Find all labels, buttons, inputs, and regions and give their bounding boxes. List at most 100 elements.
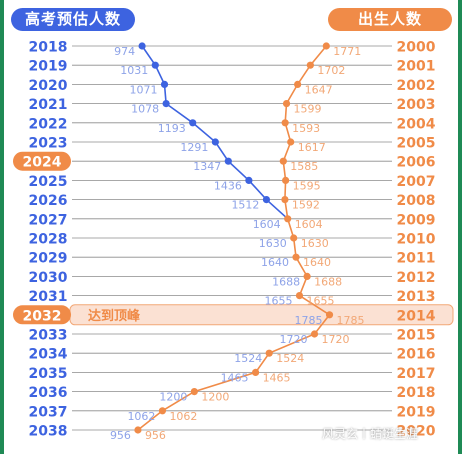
left-year-tick-label: 2018 [29, 40, 68, 56]
right-year-tick-label: 2017 [397, 366, 436, 382]
left-year-tick-label: 2032 [23, 308, 62, 324]
exam-data-label: 1720 [280, 333, 308, 346]
right-year-tick-label: 2010 [397, 232, 436, 248]
exam-data-label: 956 [110, 429, 131, 442]
exam-data-point [211, 138, 219, 146]
birth-data-label: 1720 [322, 333, 350, 346]
left-year-tick-label: 2035 [29, 366, 68, 382]
exam-data-point [138, 42, 146, 50]
right-year-tick-label: 2016 [397, 347, 436, 363]
exam-data-label: 974 [114, 45, 135, 58]
birth-data-label: 1592 [292, 199, 320, 212]
right-year-tick-label: 2011 [397, 251, 436, 267]
left-year-tick-label: 2020 [29, 78, 68, 94]
birth-data-label: 1785 [337, 314, 365, 327]
left-year-tick-label: 2019 [29, 59, 68, 75]
exam-data-label: 1524 [234, 352, 262, 365]
exam-data-point [162, 100, 170, 108]
birth-data-point [290, 234, 298, 242]
birth-data-point [281, 119, 289, 127]
right-year-tick-label: 2019 [397, 404, 436, 420]
left-year-tick-label: 2031 [29, 289, 68, 305]
birth-data-label: 1655 [306, 295, 334, 308]
birth-data-label: 1595 [293, 179, 321, 192]
right-year-tick-label: 2007 [397, 174, 436, 190]
right-year-tick-label: 2009 [397, 212, 436, 228]
left-year-tick-label: 2023 [29, 136, 68, 152]
left-year-tick-label: 2028 [29, 232, 68, 248]
left-year-tick-label: 2026 [29, 193, 68, 209]
left-year-tick-label: 2034 [29, 347, 68, 363]
birth-data-point [282, 176, 290, 184]
exam-series-line [141, 45, 289, 220]
right-year-tick-label: 2002 [397, 78, 436, 94]
right-year-tick-label: 2001 [397, 59, 436, 75]
right-year-tick-label: 2015 [397, 328, 436, 344]
birth-data-point [284, 215, 292, 223]
peak-label: 达到顶峰 [88, 308, 141, 324]
birth-data-point [158, 407, 167, 415]
birth-data-point [310, 330, 319, 338]
birth-count-title: 出生人数 [328, 8, 452, 31]
right-year-tick-label: 2018 [397, 385, 436, 401]
birth-data-point [295, 292, 304, 300]
exam-data-point [151, 61, 159, 69]
right-year-tick-label: 2012 [397, 270, 436, 286]
left-year-tick-label: 2024 [23, 155, 62, 171]
birth-data-label: 1647 [305, 83, 333, 96]
birth-data-label: 1585 [290, 160, 318, 173]
birth-data-point [265, 349, 273, 357]
exam-data-point [189, 119, 197, 127]
exam-data-label: 1193 [158, 122, 186, 135]
birth-data-point [292, 253, 300, 261]
exam-data-label: 1630 [259, 237, 287, 250]
exam-data-label: 1465 [221, 371, 249, 384]
birth-data-label: 1688 [314, 275, 342, 288]
birth-data-point [134, 426, 142, 434]
left-year-tick-label: 2027 [29, 212, 68, 228]
right-year-tick-label: 2000 [397, 40, 436, 56]
exam-data-point [224, 157, 232, 165]
left-year-tick-label: 2036 [29, 385, 68, 401]
exam-data-point [262, 196, 271, 204]
birth-data-point [306, 61, 314, 69]
birth-data-label: 1599 [294, 103, 322, 116]
left-year-tick-label: 2021 [29, 97, 68, 113]
exam-data-label: 1655 [264, 295, 292, 308]
exam-data-label: 1078 [131, 103, 159, 116]
birth-data-point [281, 196, 289, 204]
birth-data-point [294, 80, 302, 88]
exam-data-label: 1785 [295, 314, 323, 327]
birth-data-point [303, 272, 311, 280]
exam-estimate-title: 高考预估人数 [11, 8, 135, 31]
birth-data-point [279, 157, 287, 165]
birth-data-label: 956 [145, 429, 166, 442]
left-year-tick-label: 2037 [29, 404, 68, 420]
right-year-tick-label: 2020 [397, 424, 436, 440]
birth-data-label: 1771 [333, 45, 361, 58]
birth-data-label: 1702 [317, 64, 345, 77]
left-year-highlight-pill [13, 305, 71, 325]
left-year-highlight-pill [13, 151, 71, 171]
exam-data-label: 1347 [193, 160, 221, 173]
right-frame-border [458, 0, 462, 454]
right-year-tick-label: 2004 [397, 116, 436, 132]
exam-data-label: 1291 [180, 141, 208, 154]
birth-data-point [325, 311, 334, 319]
birth-data-point [190, 388, 198, 396]
right-year-tick-label: 2008 [397, 193, 436, 209]
left-year-tick-label: 2033 [29, 328, 68, 344]
right-year-tick-label: 2014 [397, 308, 436, 324]
exam-data-label: 1031 [120, 64, 148, 77]
birth-data-label: 1593 [292, 122, 320, 135]
left-year-tick-label: 2029 [29, 251, 68, 267]
exam-data-label: 1640 [261, 256, 289, 269]
exam-data-label: 1688 [272, 275, 300, 288]
left-year-tick-label: 2025 [29, 174, 68, 190]
exam-data-label: 1604 [253, 218, 281, 231]
left-frame-border [0, 0, 4, 454]
birth-data-point [282, 100, 291, 108]
birth-data-label: 1640 [303, 256, 331, 269]
birth-data-point [287, 138, 295, 146]
exam-data-label: 1071 [130, 83, 158, 96]
